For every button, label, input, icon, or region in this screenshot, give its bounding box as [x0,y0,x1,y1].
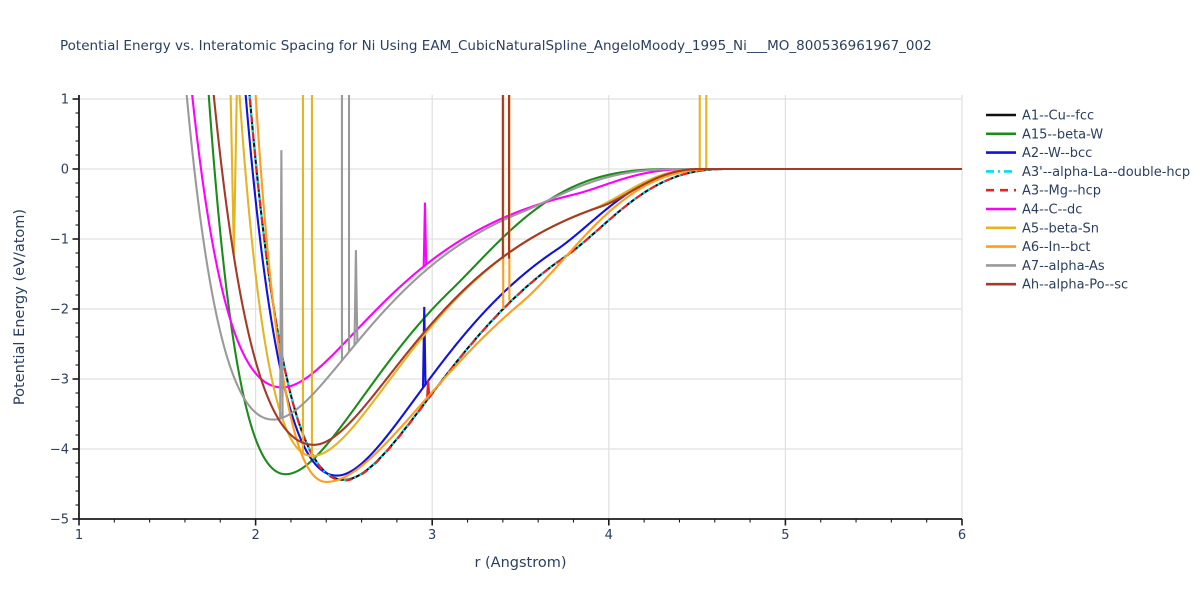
y-tick-label: −4 [50,443,69,458]
legend-item-A4--C--dc: A4--C--dc [986,203,1082,218]
y-tick-label: 0 [61,163,69,178]
x-tick-label: 6 [958,528,966,543]
x-tick-label: 1 [75,528,83,543]
series-spike-A2--W--bcc [421,306,427,388]
y-tick-label: −5 [50,513,69,528]
gridlines [79,95,963,519]
legend-item-A15--beta-W: A15--beta-W [986,127,1103,142]
series-line-A3--Mg--hcp [248,95,962,482]
legend-item-A3--Mg--hcp: A3--Mg--hcp [986,184,1101,199]
x-axis: 1 2 3 4 5 6 r (Angstrom) [75,518,966,571]
y-axis-label: Potential Energy (eV/atom) [12,209,28,405]
series-spike-A7--alpha-As [279,150,284,419]
y-tick-label: −1 [50,233,69,248]
legend-label: A15--beta-W [1022,127,1103,142]
legend-label: A3--Mg--hcp [1022,184,1101,199]
y-tick-label: 1 [61,93,69,108]
series-spike-A5--beta-Sn [229,95,238,255]
legend-label: A7--alpha-As [1022,259,1105,274]
legend-item-Ah--alpha-Po--sc: Ah--alpha-Po--sc [986,278,1128,293]
legend-label: A1--Cu--fcc [1022,109,1094,124]
y-tick-label: −3 [50,373,69,388]
x-tick-label: 3 [428,528,436,543]
series-line-Ah--alpha-Po--sc [212,95,962,446]
legend-item-A3'--alpha-La--double-hcp: A3'--alpha-La--double-hcp [986,165,1190,180]
legend-item-A2--W--bcc: A2--W--bcc [986,146,1092,161]
legend: A1--Cu--fcc A15--beta-W A2--W--bcc A3'--alp… [986,109,1190,293]
legend-label: A4--C--dc [1022,203,1082,218]
series-spike-A3--Mg--hcp [425,380,431,401]
series-line-A4--C--dc [191,95,962,389]
x-axis-label: r (Angstrom) [474,555,566,571]
legend-label: A2--W--bcc [1022,146,1092,161]
legend-item-A7--alpha-As: A7--alpha-As [986,259,1105,274]
legend-label: A6--In--bct [1022,240,1091,255]
legend-label: A3'--alpha-La--double-hcp [1022,165,1190,180]
legend-item-A6--In--bct: A6--In--bct [986,240,1091,255]
y-tick-label: −2 [50,303,69,318]
legend-item-A5--beta-Sn: A5--beta-Sn [986,221,1099,236]
x-tick-label: 5 [781,528,789,543]
series-spike-A4--C--dc [422,202,428,267]
legend-label: A5--beta-Sn [1022,221,1099,236]
series-lines [185,95,962,483]
chart-title: Potential Energy vs. Interatomic Spacing… [60,38,932,54]
legend-item-A1--Cu--fcc: A1--Cu--fcc [986,109,1094,124]
x-tick-label: 4 [605,528,613,543]
series-line-A5--beta-Sn [238,95,962,458]
legend-label: Ah--alpha-Po--sc [1022,278,1128,293]
x-tick-label: 2 [251,528,259,543]
y-axis: 1 0 −1 −2 −3 −4 −5 Potential Energy (eV/atom) [12,93,80,528]
series-spike-A7--alpha-As [353,250,359,346]
